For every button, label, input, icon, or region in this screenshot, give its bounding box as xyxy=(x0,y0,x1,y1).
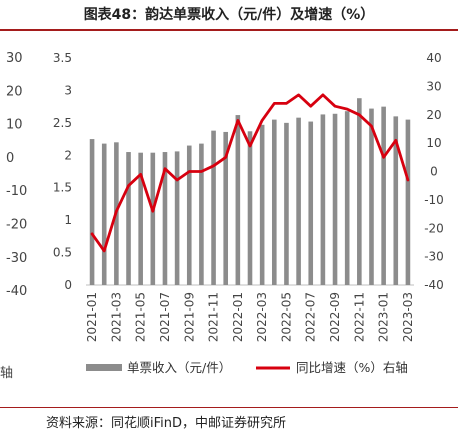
y-right-tick: 0 xyxy=(430,165,438,179)
bar xyxy=(150,152,156,285)
bar xyxy=(89,139,95,285)
bar xyxy=(162,152,168,285)
legend-bar-swatch xyxy=(86,364,122,371)
x-tick-label: 2022-03 xyxy=(255,292,269,342)
chart-title: 图表48：韵达单票收入（元/件）及增速（%） xyxy=(83,7,375,23)
left-fragment-tick: 0 xyxy=(6,151,14,166)
left-fragment-tick: 10 xyxy=(6,118,23,133)
yoy-growth-line xyxy=(90,93,410,253)
bar xyxy=(393,116,399,285)
y-left-tick: 0.5 xyxy=(53,246,72,260)
x-tick-label: 2022-05 xyxy=(279,292,293,342)
legend-bar-label: 单票收入（元/件） xyxy=(127,360,231,375)
y-right-tick: -40 xyxy=(424,278,444,292)
bar xyxy=(332,113,338,285)
left-fragment-tick: -20 xyxy=(6,218,27,233)
y-right-tick: 10 xyxy=(426,136,441,150)
x-tick-label: 2021-03 xyxy=(109,292,123,342)
bar xyxy=(101,143,107,285)
left-fragment-tick: -10 xyxy=(6,184,27,199)
bar xyxy=(223,131,229,285)
x-tick-label: 2021-05 xyxy=(134,292,148,342)
bar xyxy=(259,124,265,285)
x-tick-label: 2021-01 xyxy=(85,292,99,342)
left-fragment-tick: 30 xyxy=(6,51,23,66)
bar xyxy=(138,152,143,285)
x-tick-label: 2023-03 xyxy=(401,292,415,342)
chart-svg: 30 20 10 0 -10 -20 -30 -40 轴 0 0.5 1 1.5 2 2.5 3 3.5 40 30… xyxy=(0,51,444,381)
y-left-tick: 3 xyxy=(64,83,72,97)
x-tick-label: 2022-11 xyxy=(352,292,366,342)
bar xyxy=(126,152,131,285)
bar xyxy=(235,115,241,286)
bar xyxy=(174,151,180,285)
source-rule xyxy=(0,407,458,408)
bar xyxy=(199,143,204,285)
bar xyxy=(369,108,374,286)
y-left-tick: 2 xyxy=(64,148,72,162)
x-tick-label: 2021-07 xyxy=(158,292,172,342)
x-tick-label: 2023-01 xyxy=(377,292,391,342)
y-right-tick: 30 xyxy=(426,79,441,93)
bar xyxy=(284,122,289,285)
bar xyxy=(247,131,253,285)
y-left-tick: 0 xyxy=(64,278,72,292)
y-right-tick: -20 xyxy=(424,221,444,235)
y-left-tick: 3.5 xyxy=(53,51,72,65)
y-right-tick: -10 xyxy=(424,193,444,207)
bar xyxy=(271,119,277,285)
left-fragment-tick: 20 xyxy=(6,84,23,99)
legend-line-label: 同比增速（%）右轴 xyxy=(296,360,408,375)
left-fragment-tick: -30 xyxy=(6,251,27,266)
source-note: 资料来源：同花顺iFinD，中邮证券研究所 xyxy=(46,416,287,431)
title-rule xyxy=(0,29,458,31)
y-right-tick: -30 xyxy=(424,250,444,264)
bar xyxy=(211,130,216,285)
bar xyxy=(296,117,301,285)
x-tick-label: 2022-07 xyxy=(304,292,318,342)
x-tick-label: 2021-09 xyxy=(182,292,196,342)
x-tick-label: 2021-11 xyxy=(207,292,221,342)
bar xyxy=(320,114,326,285)
x-tick-label: 2022-09 xyxy=(328,292,342,342)
y-left-tick: 1 xyxy=(64,213,72,227)
y-right-tick: 20 xyxy=(426,108,441,122)
y-left-tick: 1.5 xyxy=(53,181,72,195)
left-fragment-tick: -40 xyxy=(6,284,27,299)
x-tick-label: 2022-01 xyxy=(231,292,245,342)
bar xyxy=(308,121,314,285)
bar xyxy=(381,106,386,286)
y-left-tick: 2.5 xyxy=(53,116,72,130)
bar xyxy=(357,98,362,285)
y-right-tick: 40 xyxy=(426,51,441,65)
bar xyxy=(186,145,192,285)
left-fragment-label: 轴 xyxy=(0,366,13,381)
bar xyxy=(405,119,411,285)
bar xyxy=(344,111,350,285)
